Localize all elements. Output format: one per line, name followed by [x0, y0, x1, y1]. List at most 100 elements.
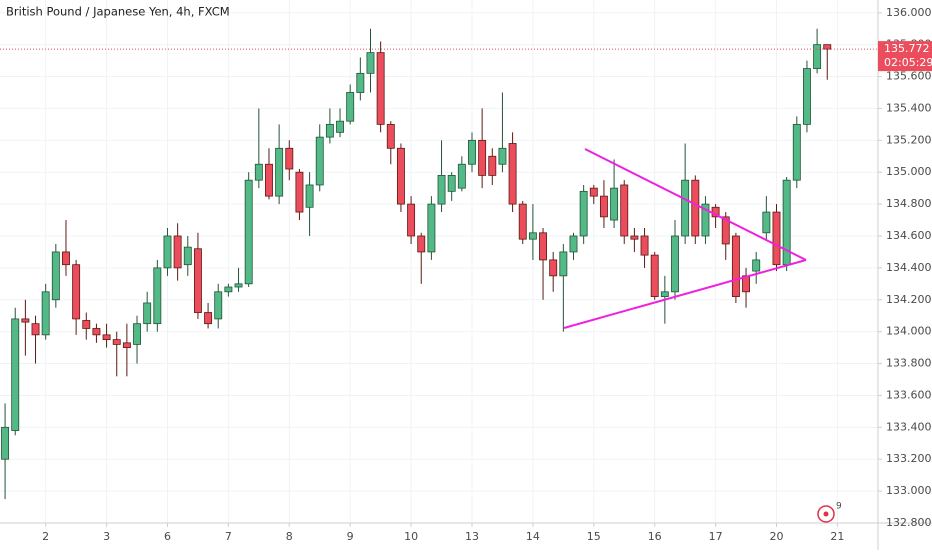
candle-body — [691, 179, 700, 237]
candle-body — [21, 318, 30, 323]
y-tick-label: 133.800 — [886, 357, 932, 370]
candle-body — [427, 203, 436, 253]
y-tick-label: 135.600 — [886, 70, 932, 83]
candle-body — [204, 312, 213, 325]
x-tick-label: 16 — [648, 530, 662, 543]
candle-body — [630, 235, 639, 240]
candle-body — [11, 318, 20, 431]
candle-body — [610, 187, 619, 221]
candle-body — [325, 123, 334, 138]
candle-body — [468, 139, 476, 165]
y-tick-label: 134.200 — [886, 293, 932, 306]
candle-body — [62, 251, 70, 266]
candle-body — [539, 232, 547, 261]
x-tick-label: 6 — [164, 530, 171, 543]
candle-body — [224, 286, 233, 293]
candle-body — [681, 179, 690, 237]
candle-body — [447, 174, 456, 192]
y-tick-label: 135.200 — [886, 133, 932, 146]
candle-body — [437, 174, 446, 205]
candle-body — [295, 171, 304, 213]
y-tick-label: 134.400 — [886, 261, 932, 274]
x-tick-label: 17 — [709, 530, 723, 543]
y-tick-label: 135.400 — [886, 101, 932, 114]
chart-title: British Pound / Japanese Yen, 4h, FXCM — [6, 5, 230, 19]
candle-body — [356, 72, 365, 93]
candle-body — [376, 52, 385, 125]
candle-body — [82, 320, 91, 329]
candle-body — [762, 211, 771, 234]
candle-body — [143, 302, 152, 325]
candle-body — [1, 426, 10, 460]
grid — [0, 0, 878, 524]
current-price-label: 135.772 — [884, 42, 930, 55]
candle-body — [122, 342, 131, 349]
candle-body — [336, 120, 344, 133]
y-tick-label: 133.000 — [886, 484, 932, 497]
candle-body — [153, 267, 162, 325]
candle-body — [813, 44, 822, 69]
candle-body — [133, 323, 141, 345]
badge: 9 — [817, 502, 842, 523]
candle-body — [721, 216, 730, 245]
x-tick-label: 2 — [42, 530, 49, 543]
badge-ring — [817, 505, 835, 523]
candle-body — [417, 235, 426, 253]
candle-body — [457, 163, 466, 189]
x-tick-label: 15 — [587, 530, 601, 543]
candle-body — [31, 323, 40, 336]
badge-count: 9 — [836, 502, 842, 512]
y-tick-label: 133.200 — [886, 452, 932, 465]
candle-body — [72, 264, 81, 320]
candle-body — [163, 235, 172, 269]
x-tick-label: 3 — [103, 530, 110, 543]
y-tick-label: 133.600 — [886, 388, 932, 401]
y-tick-label: 133.400 — [886, 420, 932, 433]
x-tick-label: 13 — [465, 530, 479, 543]
candle-body — [366, 52, 375, 74]
candle-body — [407, 203, 416, 237]
candle-body — [173, 235, 182, 269]
candle-body — [518, 203, 527, 240]
candle-body — [102, 334, 111, 341]
y-tick-label: 134.800 — [886, 197, 932, 210]
candle-body — [579, 190, 588, 237]
candle-body — [265, 163, 273, 197]
candle-body — [640, 235, 649, 256]
y-tick-label: 134.600 — [886, 229, 932, 242]
candle-body — [620, 184, 629, 237]
candle-body — [772, 211, 781, 266]
trend-line — [563, 259, 807, 329]
y-tick-label: 135.000 — [886, 165, 932, 178]
candle-body — [92, 328, 101, 336]
candle-body — [244, 179, 253, 285]
candle-body — [41, 291, 50, 336]
candle-body — [386, 123, 395, 149]
candle-body — [214, 291, 223, 320]
candle-body — [589, 187, 598, 197]
x-tick-label: 21 — [830, 530, 844, 543]
candle-body — [528, 232, 537, 240]
candle-body — [478, 139, 487, 176]
candle-body — [671, 235, 679, 293]
x-tick-label: 10 — [404, 530, 418, 543]
candle-body — [549, 259, 558, 277]
candle-body — [285, 147, 294, 170]
current-price-tag — [878, 41, 932, 72]
candle-body — [752, 259, 761, 272]
x-tick-label: 20 — [769, 530, 783, 543]
x-tick-label: 14 — [526, 530, 540, 543]
candle-body — [498, 147, 507, 165]
x-tick-label: 8 — [286, 530, 293, 543]
y-tick-label: 134.000 — [886, 325, 932, 338]
candle-body — [569, 235, 578, 253]
candle-body — [660, 291, 669, 297]
candle-body — [823, 44, 832, 50]
candle-body — [275, 147, 284, 197]
badge-dot — [823, 511, 829, 517]
candle-body — [508, 143, 517, 205]
candle-body — [112, 339, 121, 345]
candle-body — [254, 163, 263, 181]
